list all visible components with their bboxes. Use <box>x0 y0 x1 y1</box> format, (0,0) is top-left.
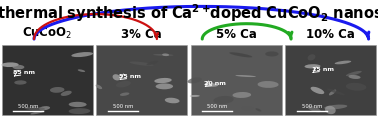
Ellipse shape <box>308 54 315 61</box>
Ellipse shape <box>257 81 279 88</box>
Ellipse shape <box>12 65 24 69</box>
Ellipse shape <box>78 69 85 72</box>
Bar <box>2 45 93 115</box>
Ellipse shape <box>156 83 173 89</box>
Bar <box>96 45 187 115</box>
Ellipse shape <box>305 64 321 68</box>
Ellipse shape <box>311 87 324 94</box>
Ellipse shape <box>324 105 347 109</box>
Ellipse shape <box>232 92 251 98</box>
Ellipse shape <box>242 106 253 110</box>
Ellipse shape <box>256 108 262 111</box>
Ellipse shape <box>213 96 234 104</box>
Ellipse shape <box>69 108 90 114</box>
Ellipse shape <box>116 81 131 87</box>
Text: 500 nm: 500 nm <box>207 104 228 109</box>
Ellipse shape <box>187 77 202 83</box>
Ellipse shape <box>30 111 45 114</box>
Text: 10% Ca: 10% Ca <box>306 28 355 41</box>
Ellipse shape <box>265 51 279 56</box>
Ellipse shape <box>96 84 102 89</box>
Ellipse shape <box>1 62 19 67</box>
Text: CuCoO$_2$: CuCoO$_2$ <box>22 26 72 41</box>
Ellipse shape <box>231 90 242 96</box>
Text: 55 nm: 55 nm <box>119 74 141 79</box>
Ellipse shape <box>329 90 336 95</box>
Ellipse shape <box>71 52 93 57</box>
Ellipse shape <box>14 80 26 85</box>
Text: 500 nm: 500 nm <box>18 104 39 109</box>
Ellipse shape <box>24 107 45 110</box>
Bar <box>285 45 376 115</box>
Ellipse shape <box>346 83 366 91</box>
Ellipse shape <box>349 75 361 79</box>
Ellipse shape <box>153 54 174 56</box>
Ellipse shape <box>154 78 172 83</box>
Bar <box>191 45 282 115</box>
Ellipse shape <box>39 106 50 110</box>
Ellipse shape <box>162 53 169 56</box>
Text: 500 nm: 500 nm <box>302 104 322 109</box>
Ellipse shape <box>50 87 65 93</box>
Text: 500 nm: 500 nm <box>113 104 133 109</box>
Ellipse shape <box>205 83 218 87</box>
Ellipse shape <box>69 102 87 107</box>
Ellipse shape <box>335 61 351 64</box>
Text: 85 nm: 85 nm <box>13 70 35 76</box>
Ellipse shape <box>235 75 256 77</box>
Ellipse shape <box>229 52 252 57</box>
Ellipse shape <box>325 106 336 114</box>
Ellipse shape <box>346 71 362 76</box>
Ellipse shape <box>307 106 321 112</box>
Ellipse shape <box>120 92 129 96</box>
Text: 15 nm: 15 nm <box>312 67 334 72</box>
Ellipse shape <box>129 61 154 66</box>
Ellipse shape <box>156 67 170 70</box>
Ellipse shape <box>147 61 158 65</box>
Ellipse shape <box>165 98 180 103</box>
Ellipse shape <box>61 91 72 96</box>
Text: 5% Ca: 5% Ca <box>216 28 257 41</box>
Text: $\mathbf{Hydrothermal\ synthesis\ of\ Ca^{2+}\!doped\ CuCoO_2\ nanosheets}$: $\mathbf{Hydrothermal\ synthesis\ of\ Ca… <box>0 2 378 24</box>
Ellipse shape <box>113 74 121 81</box>
Text: 3% Ca: 3% Ca <box>121 28 162 41</box>
Text: 20 nm: 20 nm <box>204 81 226 86</box>
Ellipse shape <box>190 95 200 97</box>
Ellipse shape <box>327 89 345 95</box>
